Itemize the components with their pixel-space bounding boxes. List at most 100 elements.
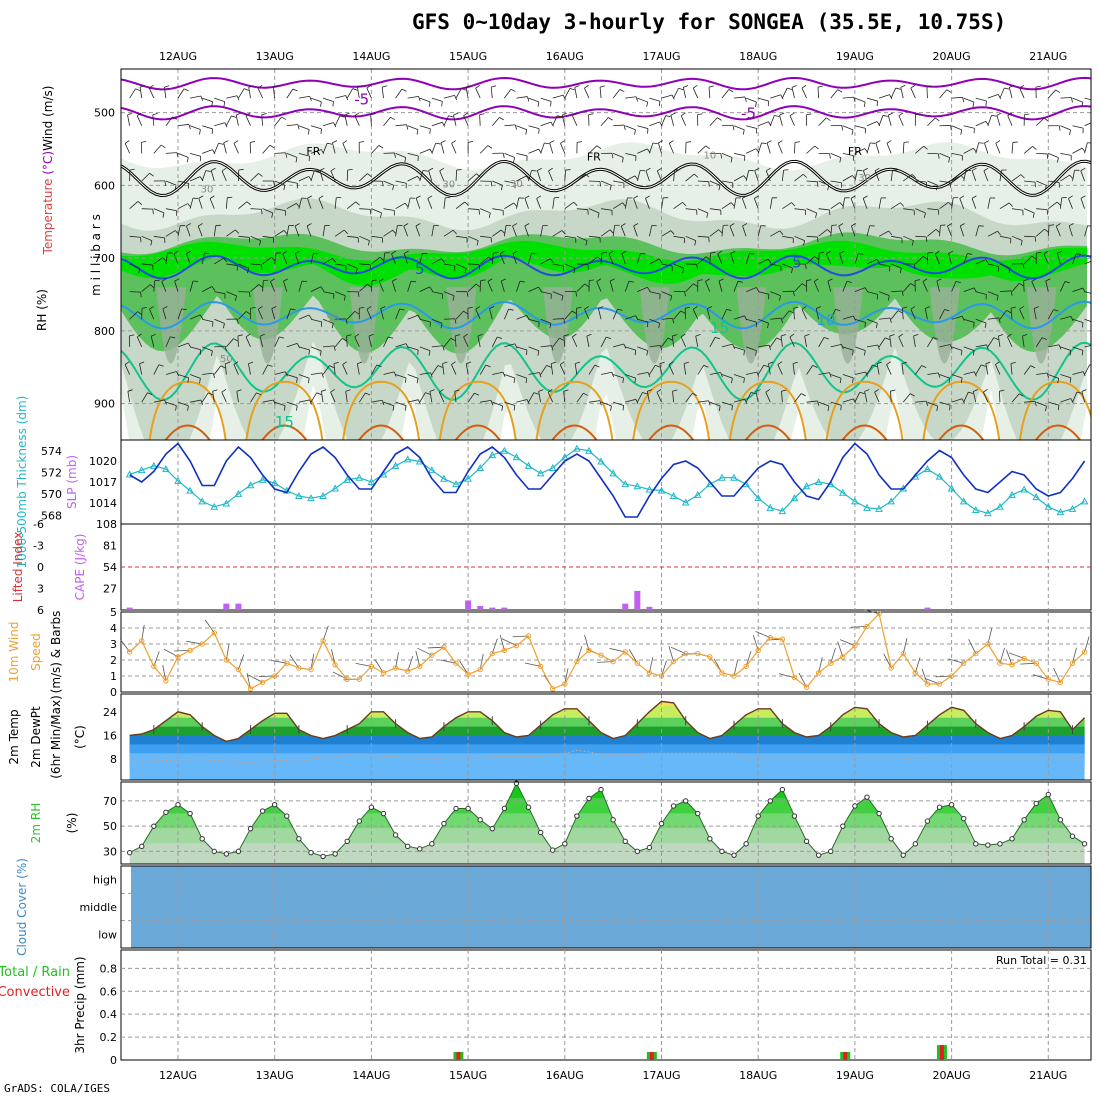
wind-barb-flag (129, 334, 135, 337)
wind-barb-flag (672, 389, 678, 392)
wind-barb (165, 180, 177, 186)
wind-barb (649, 344, 661, 348)
isotherm-25-arch (648, 424, 694, 440)
wind-barb (334, 197, 337, 209)
wind-barb (842, 315, 854, 320)
wind-barb (547, 391, 554, 403)
cloud-panel-frame (120, 865, 1092, 949)
isotherm-25-arch (745, 424, 791, 440)
wind-barb-flag (576, 306, 582, 309)
wind-barb-flag (345, 95, 349, 101)
precip-conv-bar (649, 1051, 654, 1060)
thickness-marker (996, 502, 1004, 510)
wind-barb-flag (646, 350, 649, 356)
cape-bar (223, 603, 230, 610)
wind-speed-marker (622, 649, 628, 655)
wind-barb (733, 374, 745, 379)
wind-barb (149, 308, 155, 320)
wind-barb-flag (588, 113, 594, 116)
wind-barb (898, 336, 904, 348)
wind-barb (1007, 336, 1013, 348)
wind-barb-flag (367, 283, 372, 288)
day-label-top: 13AUG (256, 50, 294, 63)
thickness-marker (403, 455, 412, 463)
wind-barb (806, 145, 815, 154)
wind-barb (997, 335, 1001, 347)
day-label-top: 19AUG (836, 50, 874, 63)
wind-barb (127, 114, 131, 126)
wind-barb-flag (670, 112, 676, 116)
wind-barb-flag (611, 153, 614, 159)
wind-barb (310, 346, 322, 352)
wind-barb-flag (441, 101, 443, 107)
wind-barb (564, 263, 576, 269)
wind-speed-marker (960, 660, 967, 666)
wind-barb (210, 170, 215, 182)
upper-air-vars-label-text: Temperature (°C)Wind (m/s) (41, 86, 55, 256)
wind-barb (866, 364, 873, 375)
wind-barb-flag (779, 230, 784, 235)
contour-label: FR (306, 145, 320, 158)
wind-barb (794, 173, 804, 182)
wind-barb (407, 197, 411, 209)
isotherm-25-arch (358, 424, 404, 440)
wind-barb (454, 391, 457, 403)
wind-barb (757, 142, 762, 154)
wind-barb-flag (342, 140, 348, 144)
wind-barb-flag (513, 377, 516, 383)
wind-barb (356, 87, 360, 99)
wind-barb-flag (1009, 202, 1013, 207)
day-label-top: 12AUG (159, 50, 197, 63)
wind-barb (185, 225, 191, 237)
wind-barb (443, 229, 454, 237)
wind-barb-flag (1032, 146, 1037, 150)
rh-band (129, 828, 1085, 844)
wind-barb-flag (341, 338, 347, 342)
wind-barb (1023, 365, 1031, 375)
wind-barb-flag (1045, 278, 1051, 282)
wind-barb-flag (864, 389, 870, 392)
wind-barb (475, 87, 481, 99)
wind-barb-flag (935, 228, 940, 233)
day-label-bottom: 13AUG (256, 1069, 294, 1082)
wind-barb-flag (224, 122, 228, 128)
wind-barb-flag (837, 89, 843, 93)
wind-barb (758, 121, 769, 127)
rh-marker (985, 842, 991, 848)
wind-barb-flag (417, 349, 419, 355)
wind-barb-flag (792, 361, 798, 365)
wind-barb (431, 258, 442, 265)
wind-barb (625, 398, 636, 403)
wind-barb-flag (911, 174, 916, 179)
wind-barb-flag (174, 185, 177, 191)
wind-barb (504, 180, 516, 184)
wind-barb-flag (730, 250, 736, 254)
cape-axis-label: CAPE (J/kg) (73, 534, 87, 601)
rh-marker (477, 817, 483, 823)
pressure-axis-label: m i l l i b a r s (89, 214, 103, 296)
wind-barb-flag (927, 251, 933, 254)
wind-barb-flag (563, 318, 566, 324)
wind-barb-flag (864, 287, 869, 293)
wind-barb (245, 115, 251, 126)
pressure-tick: 600 (94, 179, 115, 192)
wind-barb-flag (1081, 102, 1084, 108)
wind-speed-marker (888, 665, 894, 671)
wind-barb (637, 286, 648, 292)
wind-barb-flag (452, 295, 455, 301)
wind-barb (613, 401, 624, 406)
rh-column (639, 287, 670, 364)
wind-barb-flag (236, 318, 239, 325)
wind-barb-flag (780, 334, 786, 337)
wind-barb-flag (682, 202, 687, 207)
temp-tick: 24 (103, 706, 117, 719)
wind-barb (963, 97, 975, 103)
wind-barb-flag (474, 392, 480, 396)
wind-barb (213, 143, 219, 154)
wind-barb (190, 95, 201, 99)
wind-barb-flag (236, 389, 242, 392)
wind-barb-flag (587, 264, 589, 270)
thickness-marker (875, 504, 883, 512)
wind-barb (673, 88, 679, 99)
wind-barb-flag (645, 167, 651, 171)
